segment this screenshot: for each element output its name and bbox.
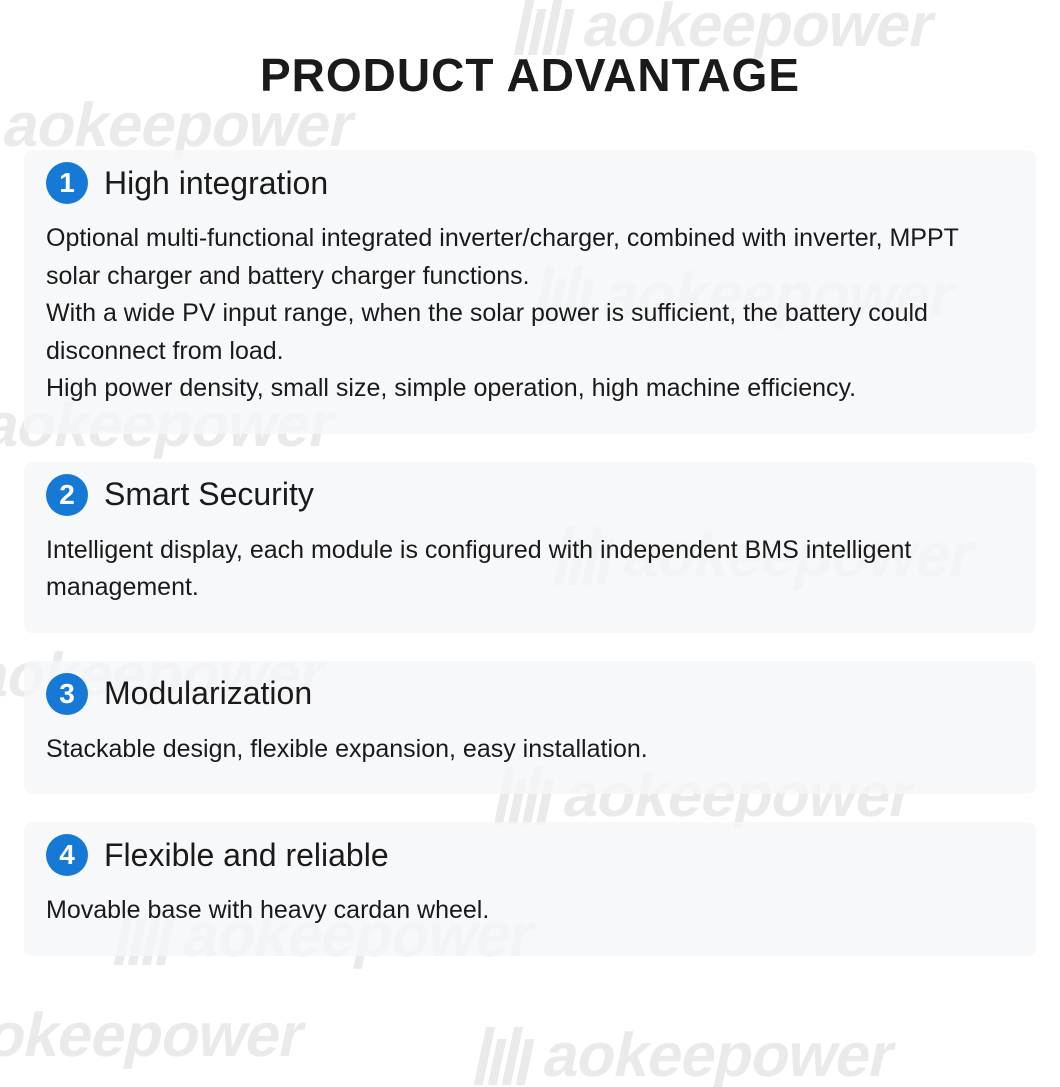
watermark: aokeepower bbox=[472, 1020, 900, 1087]
card-body: Optional multi-functional integrated inv… bbox=[46, 220, 1014, 408]
number-badge: 2 bbox=[46, 474, 88, 516]
card-title: Modularization bbox=[104, 675, 312, 712]
number-badge: 3 bbox=[46, 673, 88, 715]
advantage-card: 1 High integration Optional multi-function… bbox=[24, 150, 1036, 434]
card-body: Intelligent display, each module is conf… bbox=[46, 532, 1014, 607]
watermark-text: aokeepower bbox=[537, 1020, 900, 1087]
card-title: Smart Security bbox=[104, 476, 314, 513]
card-header: 2 Smart Security bbox=[46, 474, 1014, 516]
card-title: Flexible and reliable bbox=[104, 837, 389, 874]
advantage-card: 2 Smart Security Intelligent display, each… bbox=[24, 462, 1036, 633]
page-title: PRODUCT ADVANTAGE bbox=[24, 48, 1036, 102]
cards-container: 1 High integration Optional multi-function… bbox=[24, 150, 1036, 956]
card-body: Stackable design, flexible expansion, ea… bbox=[46, 731, 1014, 769]
card-body: Movable base with heavy cardan wheel. bbox=[46, 892, 1014, 930]
card-header: 1 High integration bbox=[46, 162, 1014, 204]
card-header: 3 Modularization bbox=[46, 673, 1014, 715]
watermark-bars-icon bbox=[474, 1027, 537, 1085]
card-header: 4 Flexible and reliable bbox=[46, 834, 1014, 876]
advantage-card: 3 Modularization Stackable design, flexibl… bbox=[24, 661, 1036, 795]
advantage-card: 4 Flexible and reliable Movable base with … bbox=[24, 822, 1036, 956]
number-badge: 1 bbox=[46, 162, 88, 204]
card-title: High integration bbox=[104, 165, 328, 202]
number-badge: 4 bbox=[46, 834, 88, 876]
content-area: PRODUCT ADVANTAGE 1 High integration Optio… bbox=[0, 0, 1060, 1014]
